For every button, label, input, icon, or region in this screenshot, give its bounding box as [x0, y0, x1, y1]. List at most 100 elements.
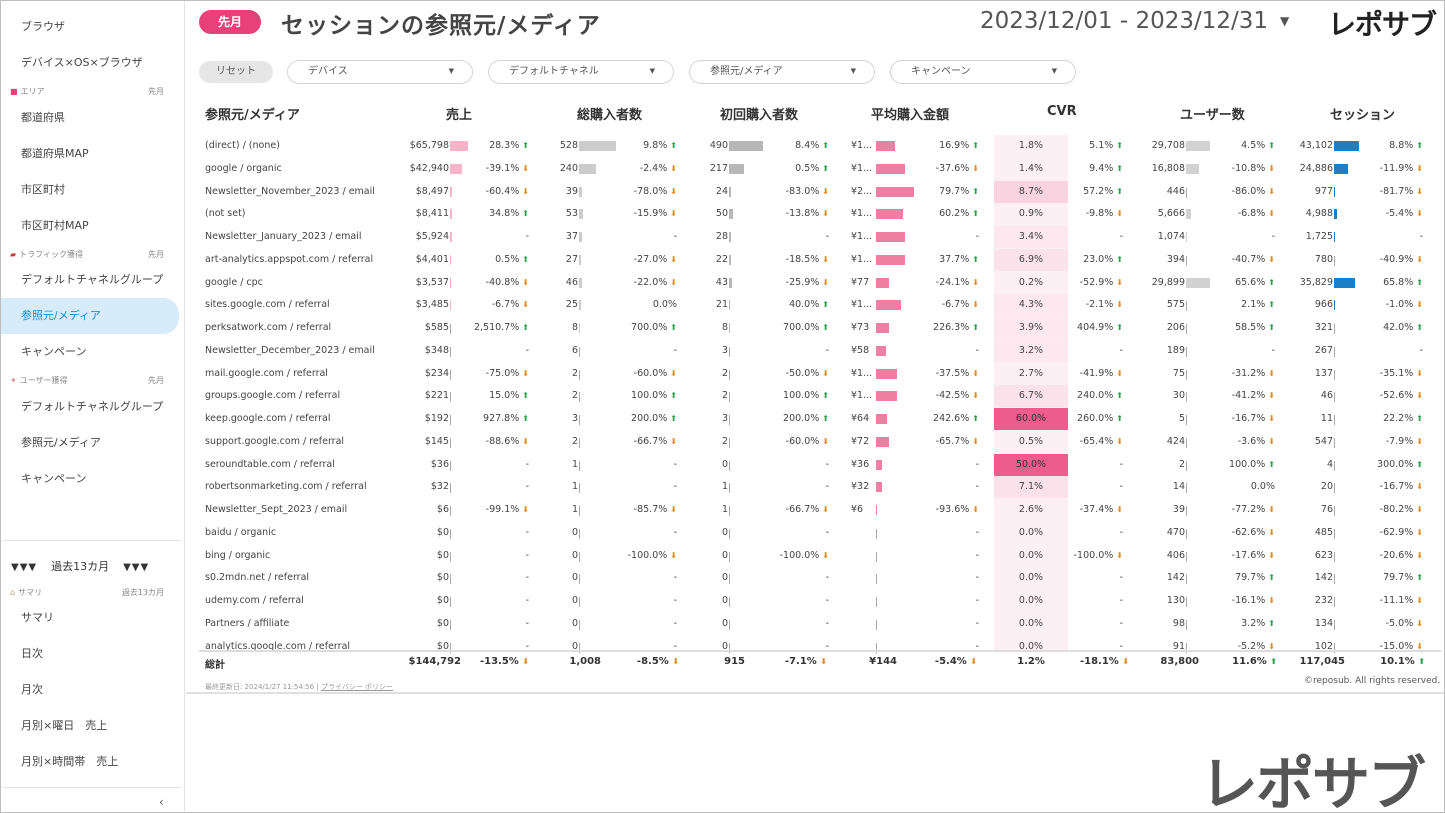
table-row[interactable]: (not set) $8,411 34.8% ⬆ 53 -15.9% ⬇ 50 …	[199, 203, 1441, 225]
table-row[interactable]: google / organic $42,940 -39.1% ⬇ 240 -2…	[199, 158, 1441, 180]
date-range-picker[interactable]: 2023/12/01 - 2023/12/31	[980, 8, 1269, 34]
purchasers-change: -60.0% ⬇	[613, 368, 677, 379]
avg-purchase-change-value: 60.2%	[939, 208, 970, 220]
users-bar	[1186, 324, 1187, 334]
table-row[interactable]: groups.google.com / referral $221 15.0% …	[199, 385, 1441, 408]
first-purchasers-bar	[729, 186, 731, 197]
down-arrow-icon: ⬇	[1416, 641, 1423, 651]
sidebar-item-user-channel[interactable]: デフォルトチャネルグループ	[21, 400, 164, 413]
avg-purchase-value: ¥36	[851, 458, 870, 470]
sidebar-item-browser[interactable]: ブラウザ	[21, 20, 65, 33]
sidebar-item-device-os-browser[interactable]: デバイス×OS×ブラウザ	[21, 56, 143, 69]
table-row[interactable]: s0.2mdn.net / referral $0 - 0 - 0 - - 0.…	[199, 567, 1441, 589]
table-row[interactable]: seroundtable.com / referral $36 - 1 - 0 …	[199, 453, 1441, 476]
filter-default-channel[interactable]: デフォルトチャネル ▼	[488, 60, 674, 84]
table-row[interactable]: bing / organic $0 - 0 -100.0% ⬇ 0 -100.0…	[199, 545, 1441, 567]
first-purchasers-change-value: -50.0%	[785, 367, 820, 379]
table-row[interactable]: perksatwork.com / referral $585 2,510.7%…	[199, 317, 1441, 339]
revenue-bar	[450, 209, 453, 220]
sidebar-item-month-weekday-sales[interactable]: 月別×曜日 売上	[21, 719, 108, 732]
col-header-purchasers[interactable]: 総購入者数	[577, 108, 643, 123]
table-row[interactable]: (direct) / (none) $65,798 28.3% ⬆ 528 9.…	[199, 135, 1441, 157]
users-bar	[1186, 277, 1210, 288]
table-row[interactable]: google / cpc $3,537 -40.8% ⬇ 46 -22.0% ⬇…	[199, 272, 1441, 294]
users-bar	[1186, 141, 1210, 151]
collapse-sidebar-icon[interactable]: ‹	[159, 795, 164, 809]
table-row[interactable]: analytics.google.com / referral $0 - 0 -…	[199, 636, 1441, 658]
up-arrow-icon: ⬆	[522, 391, 529, 401]
total-first-change: -7.1% ⬇	[767, 656, 827, 667]
cvr-value: 6.7%	[994, 385, 1068, 408]
table-row[interactable]: sites.google.com / referral $3,485 -6.7%…	[199, 294, 1441, 317]
avg-purchase-change: -24.1% ⬇	[917, 277, 979, 288]
table-row[interactable]: baidu / organic $0 - 0 - 0 - - 0.0% - 47…	[199, 522, 1441, 544]
cvr-change-value: -	[1119, 231, 1123, 242]
sidebar-item-prefecture[interactable]: 都道府県	[21, 111, 65, 124]
sidebar-item-user-campaign[interactable]: キャンペーン	[21, 472, 87, 485]
total-users-change: 11.6% ⬆	[1217, 656, 1277, 667]
users-bar	[1186, 642, 1187, 653]
col-header-source[interactable]: 参照元/メディア	[205, 108, 300, 123]
table-row[interactable]: art-analytics.appspot.com / referral $4,…	[199, 248, 1441, 271]
users-value: 575	[1166, 299, 1185, 311]
filter-device[interactable]: デバイス ▼	[287, 60, 473, 84]
sessions-change-value: -20.6%	[1379, 549, 1414, 561]
first-purchasers-change-value: 700.0%	[783, 322, 820, 333]
users-change-value: -6.8%	[1237, 208, 1266, 220]
users-change-value: 100.0%	[1229, 458, 1266, 470]
date-dropdown-icon[interactable]: ▼	[1280, 14, 1290, 28]
table-row[interactable]: keep.google.com / referral $192 927.8% ⬆…	[199, 408, 1441, 430]
purchasers-value: 53	[565, 208, 578, 220]
filter-campaign[interactable]: キャンペーン ▼	[890, 60, 1076, 84]
col-header-avg-purchase[interactable]: 平均購入金額	[871, 108, 950, 123]
purchasers-value: 3	[571, 413, 578, 424]
down-arrow-icon: ⬇	[670, 209, 677, 219]
sidebar-item-month-hour-sales[interactable]: 月別×時間帯 売上	[21, 755, 119, 768]
sidebar-item-city[interactable]: 市区町村	[21, 183, 65, 196]
sidebar-item-monthly[interactable]: 月次	[21, 683, 43, 696]
col-header-first-purchasers[interactable]: 初回購入者数	[720, 108, 799, 123]
avg-purchase-change: -	[917, 572, 979, 583]
privacy-policy-link[interactable]: プライバシー ポリシー	[320, 683, 394, 691]
users-change-value: 2.1%	[1241, 299, 1266, 311]
sessions-change-value: -	[1419, 231, 1423, 242]
table-row[interactable]: support.google.com / referral $145 -88.6…	[199, 431, 1441, 453]
table-row[interactable]: udemy.com / referral $0 - 0 - 0 - - 0.0%…	[199, 590, 1441, 612]
sidebar-item-user-source-medium[interactable]: 参照元/メディア	[21, 436, 101, 449]
table-row[interactable]: Newsletter_Sept_2023 / email $6 -99.1% ⬇…	[199, 499, 1441, 521]
users-bar	[1186, 483, 1187, 494]
reset-button[interactable]: リセット	[199, 61, 273, 83]
down-arrow-icon: ⬇	[1268, 414, 1275, 423]
cvr-change: 404.9% ⬆	[1061, 322, 1123, 333]
avg-purchase-change: 79.7% ⬆	[917, 186, 979, 197]
down-arrow-icon: ⬇	[670, 186, 677, 196]
sidebar-item-prefecture-map[interactable]: 都道府県MAP	[21, 147, 89, 160]
table-row[interactable]: Newsletter_January_2023 / email $5,924 -…	[199, 226, 1441, 248]
col-header-cvr[interactable]: CVR	[1047, 104, 1077, 119]
revenue-change: -	[469, 481, 529, 492]
table-row[interactable]: robertsonmarketing.com / referral $32 - …	[199, 476, 1441, 499]
range-selector[interactable]: ▼▼▼ 過去13カ月 ▼▼▼	[11, 558, 171, 574]
purchasers-value: 1	[571, 458, 578, 470]
table-row[interactable]: Partners / affiliate $0 - 0 - 0 - - 0.0%…	[199, 613, 1441, 635]
first-purchasers-bar	[729, 642, 730, 653]
sidebar-item-daily[interactable]: 日次	[21, 647, 43, 660]
sidebar-item-city-map[interactable]: 市区町村MAP	[21, 219, 89, 232]
filter-source-medium[interactable]: 参照元/メディア ▼	[689, 60, 875, 84]
col-header-sessions[interactable]: セッション	[1330, 108, 1396, 123]
sidebar-item-traffic-channel[interactable]: デフォルトチャネルグループ	[21, 273, 164, 286]
revenue-bar	[450, 324, 451, 334]
table-row[interactable]: Newsletter_November_2023 / email $8,497 …	[199, 180, 1441, 203]
sessions-change-value: -5.0%	[1385, 617, 1414, 629]
col-header-users[interactable]: ユーザー数	[1180, 108, 1245, 123]
sidebar-item-traffic-campaign[interactable]: キャンペーン	[21, 345, 87, 358]
col-header-revenue[interactable]: 売上	[446, 108, 473, 123]
users-change-value: -86.0%	[1231, 185, 1266, 197]
revenue-value: $8,411	[415, 208, 449, 220]
purchasers-bar	[579, 597, 580, 607]
sidebar-item-summary[interactable]: サマリ	[21, 611, 54, 624]
sidebar-item-traffic-source-medium[interactable]: 参照元/メディア	[1, 298, 179, 334]
table-row[interactable]: Newsletter_December_2023 / email $348 - …	[199, 339, 1441, 362]
table-row[interactable]: mail.google.com / referral $234 -75.0% ⬇…	[199, 363, 1441, 385]
sessions-bar	[1334, 642, 1335, 653]
